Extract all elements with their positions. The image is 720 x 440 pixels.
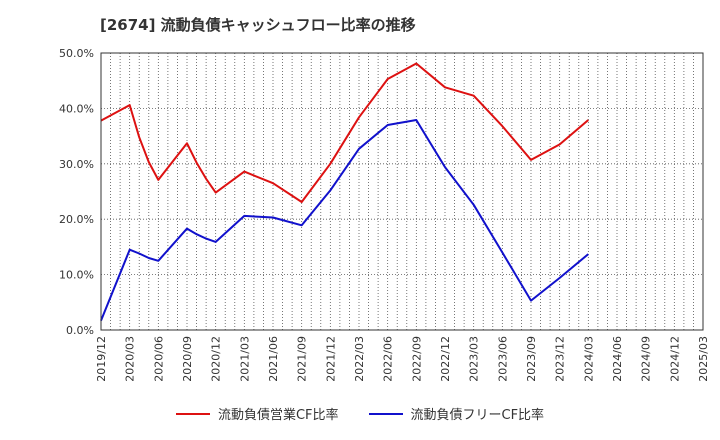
- y-tick-label: 40.0%: [59, 102, 94, 115]
- gridlines: [101, 53, 703, 330]
- legend: 流動負債営業CF比率 流動負債フリーCF比率: [0, 404, 720, 423]
- y-tick-label: 30.0%: [59, 158, 94, 171]
- chart-title: [2674] 流動負債キャッシュフロー比率の推移: [100, 16, 416, 34]
- x-tick-label: 2022/03: [353, 336, 366, 382]
- x-tick-label: 2020/06: [152, 336, 165, 382]
- x-tick-label: 2023/12: [554, 336, 567, 382]
- y-tick-label: 0.0%: [66, 324, 94, 337]
- x-tick-label: 2021/06: [267, 336, 280, 382]
- x-tick-label: 2023/03: [468, 336, 481, 382]
- series-lines: [100, 62, 589, 321]
- x-tick-label: 2023/09: [525, 336, 538, 382]
- x-tick-label: 2020/03: [124, 336, 137, 382]
- x-tick-label: 2020/09: [181, 336, 194, 382]
- x-tick-label: 2025/03: [697, 336, 710, 382]
- x-tick-label: 2021/12: [324, 336, 337, 382]
- x-tick-label: 2020/12: [210, 336, 223, 382]
- legend-label-operating-cf: 流動負債営業CF比率: [217, 408, 339, 423]
- x-tick-label: 2024/09: [640, 336, 653, 382]
- x-tick-label: 2022/12: [439, 336, 452, 382]
- legend-swatch-free-cf: [368, 412, 403, 415]
- x-tick-label: 2024/06: [611, 336, 624, 382]
- series-line-0: [100, 62, 589, 203]
- legend-swatch-operating-cf: [175, 412, 210, 415]
- x-tick-label: 2022/06: [382, 336, 395, 382]
- plot-frame: [100, 52, 704, 331]
- x-tick-label: 2021/03: [238, 336, 251, 382]
- legend-item-free-cf: 流動負債フリーCF比率: [368, 404, 545, 423]
- x-tick-label: 2024/03: [582, 336, 595, 382]
- x-tick-label: 2019/12: [95, 336, 108, 382]
- y-tick-label: 20.0%: [59, 213, 94, 226]
- legend-item-operating-cf: 流動負債営業CF比率: [175, 404, 339, 423]
- x-tick-label: 2023/06: [496, 336, 509, 382]
- axis-tick-labels: 0.0% 10.0% 20.0% 30.0% 40.0% 50.0% 2019/12 2020…: [59, 47, 710, 382]
- y-tick-label: 10.0%: [59, 269, 94, 282]
- legend-label-free-cf: 流動負債フリーCF比率: [410, 408, 545, 423]
- x-tick-label: 2024/12: [668, 336, 681, 382]
- x-tick-label: 2021/09: [296, 336, 309, 382]
- series-line-1: [100, 119, 589, 321]
- y-tick-label: 50.0%: [59, 47, 94, 60]
- x-tick-label: 2022/09: [410, 336, 423, 382]
